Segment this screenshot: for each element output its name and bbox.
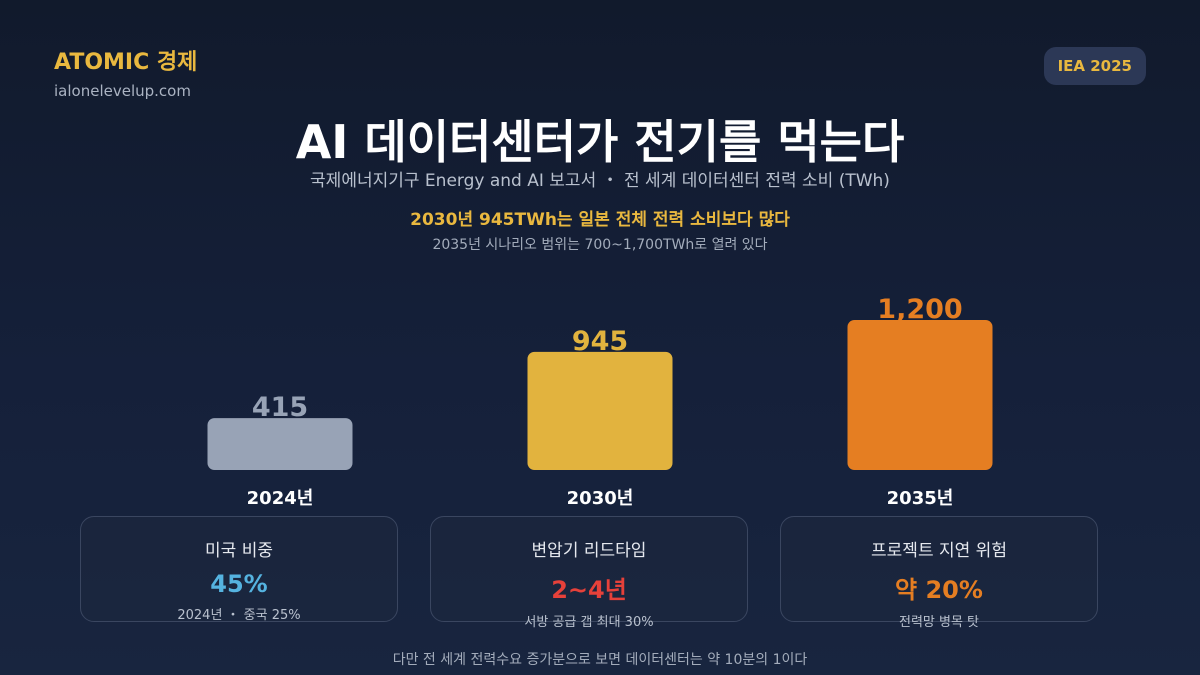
card-value: 45% (210, 570, 268, 598)
footer-note: 다만 전 세계 전력수요 증가분으로 보면 데이터센터는 약 10분의 1이다 (392, 652, 808, 668)
bar-2030년 (527, 351, 673, 470)
card-title: 미국 비중 (205, 541, 273, 561)
category-label: 2035년 (887, 488, 954, 509)
card-project-delay-risk: 프로젝트 지연 위험 약 20% 전력망 병목 탓 (780, 516, 1098, 630)
bar-value-label: 1,200 (877, 294, 962, 325)
bar-value-label: 415 (252, 392, 308, 423)
card-title: 프로젝트 지연 위험 (871, 541, 1007, 561)
brand-name: ATOMIC 경제 (54, 50, 198, 75)
card-sub: 서방 공급 갭 최대 30% (524, 615, 654, 630)
bar-2024년 (207, 418, 353, 470)
brand: ATOMIC 경제 ialonelevelup.com (54, 44, 197, 100)
card-transformer-leadtime: 변압기 리드타임 2~4년 서방 공급 갭 최대 30% (430, 516, 748, 630)
card-title: 변압기 리드타임 (531, 541, 647, 561)
card-sub: 전력망 병목 탓 (898, 615, 980, 630)
card-value: 2~4년 (551, 576, 627, 604)
highlight-text: 2030년 945TWh는 일본 전체 전력 소비보다 많다 (410, 210, 790, 230)
page-subtitle: 국제에너지기구 Energy and AI 보고서 ・ 전 세계 데이터센터 전… (310, 171, 890, 191)
scenario-note: 2035년 시나리오 범위는 700~1,700TWh로 열려 있다 (432, 237, 768, 253)
card-sub: 2024년 ・ 중국 25% (177, 608, 301, 623)
category-label: 2030년 (567, 488, 634, 509)
category-label: 2024년 (247, 488, 314, 509)
brand-url: ialonelevelup.com (54, 82, 191, 100)
card-us-share: 미국 비중 45% 2024년 ・ 중국 25% (80, 516, 398, 623)
source-badge: IEA 2025 (1043, 47, 1146, 85)
card-value: 약 20% (895, 576, 983, 604)
bar-2035년 (847, 320, 993, 470)
page-title: AI 데이터센터가 전기를 먹는다 (295, 115, 905, 169)
bar-value-label: 945 (572, 326, 628, 357)
